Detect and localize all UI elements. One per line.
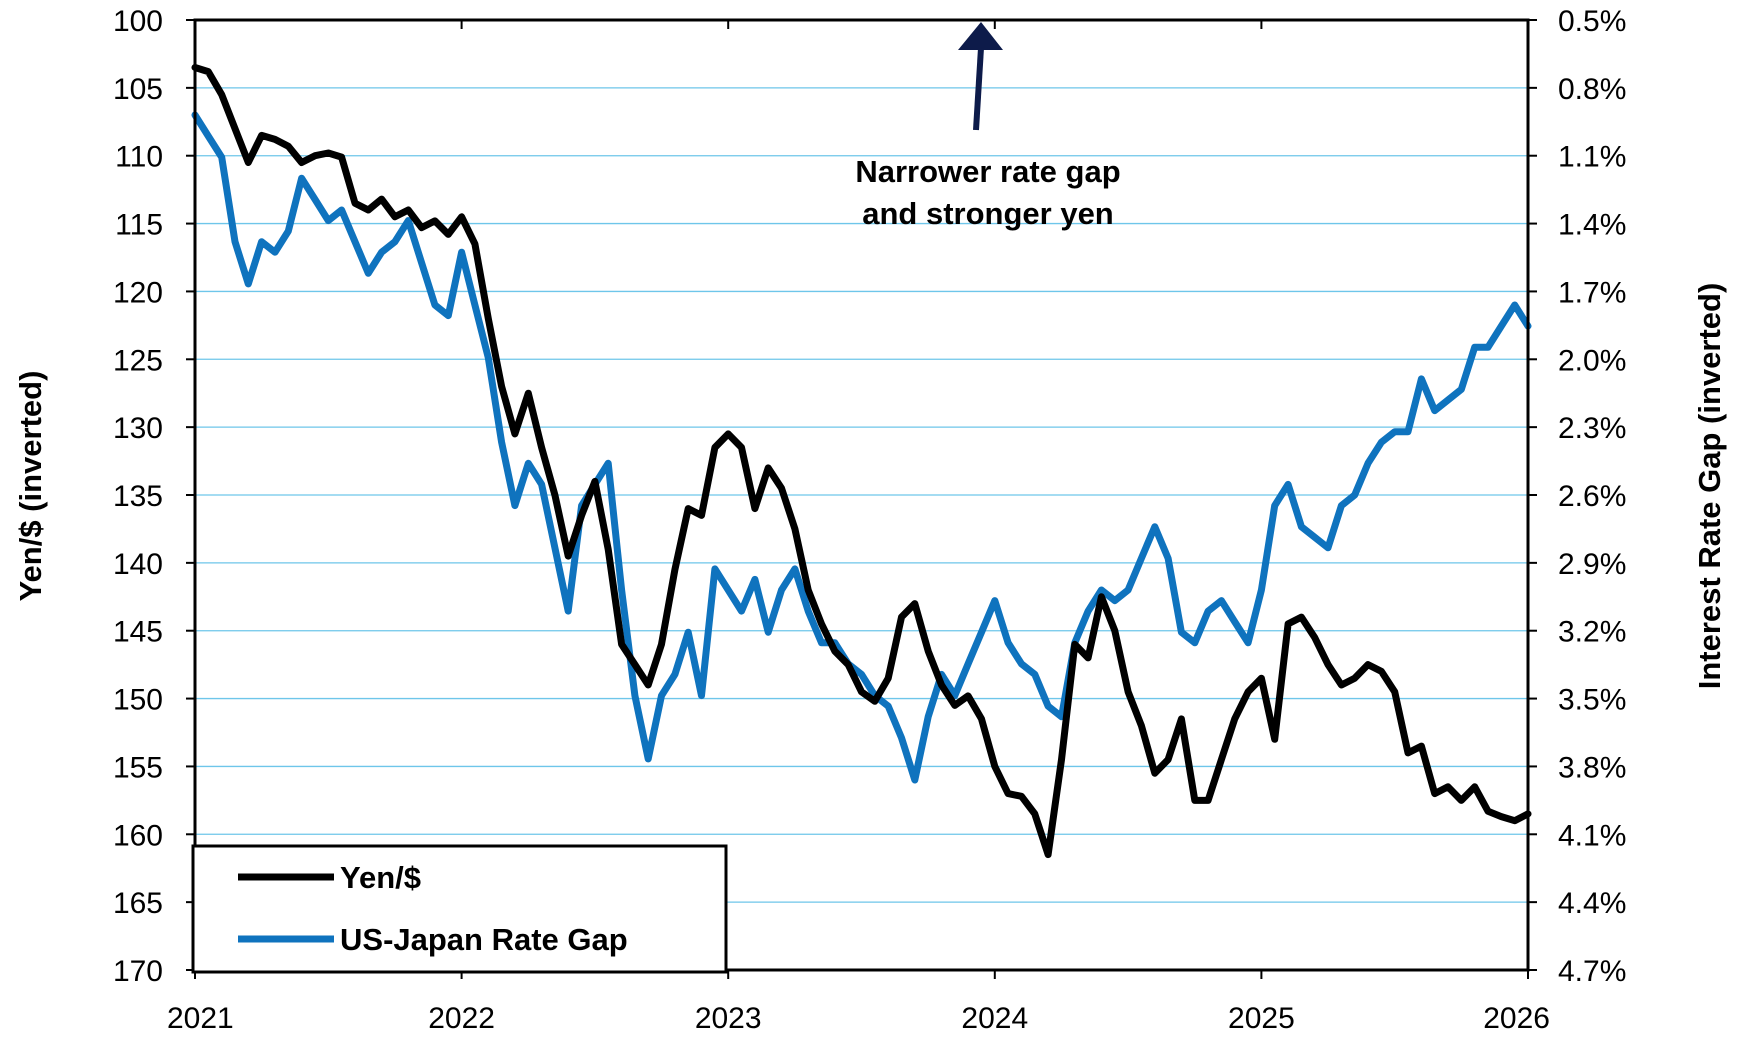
left-tick-label: 170: [113, 955, 163, 988]
left-tick-label: 115: [115, 209, 163, 242]
right-tick-label: 1.7%: [1558, 276, 1626, 309]
right-axis-title: Interest Rate Gap (inverted): [1692, 283, 1727, 690]
annotation-arrow-head-icon: [958, 22, 1003, 50]
left-tick-label: 140: [113, 548, 163, 581]
series-line-yen: [191, 64, 1532, 859]
x-tick-label: 2021: [167, 1002, 234, 1035]
right-tick-label: 4.7%: [1558, 955, 1626, 988]
left-tick-label: 145: [113, 616, 163, 649]
left-tick-label: 100: [113, 5, 163, 38]
right-tick-label: 4.4%: [1558, 887, 1626, 920]
series-line-rate-gap: [191, 111, 1532, 784]
left-tick-label: 150: [113, 684, 163, 717]
left-tick-label: 110: [115, 141, 163, 174]
x-tick-label: 2022: [428, 1002, 495, 1035]
legend: Yen/$ US-Japan Rate Gap: [191, 844, 728, 974]
x-tick-label: 2024: [961, 1002, 1028, 1035]
left-tick-label: 120: [113, 276, 163, 309]
left-tick-label: 105: [113, 73, 163, 106]
right-tick-label: 3.5%: [1558, 684, 1626, 717]
right-tick-label: 2.3%: [1558, 412, 1626, 445]
right-tick-label: 0.5%: [1558, 5, 1626, 38]
right-tick-label: 2.6%: [1558, 480, 1626, 513]
left-tick-label: 135: [113, 480, 163, 513]
legend-label-rate-gap: US-Japan Rate Gap: [340, 922, 628, 957]
legend-label-yen: Yen/$: [340, 860, 421, 895]
annotation-arrow-shaft: [973, 47, 984, 131]
right-tick-label: 3.2%: [1558, 616, 1626, 649]
left-tick-label: 155: [113, 751, 163, 784]
x-tick-label: 2026: [1483, 1002, 1550, 1035]
left-tick-label: 125: [113, 344, 163, 377]
right-tick-label: 3.8%: [1558, 751, 1626, 784]
left-tick-label: 165: [113, 887, 163, 920]
x-tick-label: 2023: [695, 1002, 762, 1035]
left-axis-title: Yen/$ (inverted): [13, 371, 48, 602]
right-tick-label: 2.9%: [1558, 548, 1626, 581]
right-tick-label: 1.4%: [1558, 209, 1626, 242]
x-tick-label: 2025: [1228, 1002, 1295, 1035]
right-tick-label: 2.0%: [1558, 344, 1626, 377]
right-axis-tick-labels: 0.5% 0.8% 1.1% 1.4% 1.7% 2.0% 2.3% 2.6% 2.9% 3.2%…: [1558, 5, 1626, 988]
right-tick-label: 0.8%: [1558, 73, 1626, 106]
x-axis-tick-labels: 2021 2022 2023 2024 2025 2026: [167, 1002, 1550, 1035]
plot-frame: [193, 18, 1530, 972]
series-layer: [191, 64, 1532, 859]
left-tick-label: 130: [113, 412, 163, 445]
left-axis-tick-labels: 100 105 110 115 120 125 130 135 140 145 150 155 160 1…: [113, 5, 163, 988]
annotation: Narrower rate gap and stronger yen: [855, 22, 1121, 231]
annotation-line-1: Narrower rate gap: [855, 154, 1120, 189]
annotation-line-2: and stronger yen: [862, 196, 1114, 231]
right-tick-label: 1.1%: [1558, 141, 1626, 174]
left-tick-label: 160: [113, 819, 163, 852]
right-tick-label: 4.1%: [1558, 819, 1626, 852]
legend-box: [191, 844, 728, 974]
